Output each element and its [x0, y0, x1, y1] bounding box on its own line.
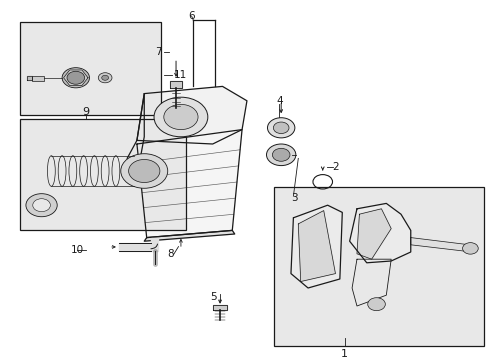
Polygon shape [137, 86, 246, 144]
Circle shape [62, 68, 89, 88]
Circle shape [33, 199, 50, 212]
Circle shape [67, 71, 84, 84]
Polygon shape [27, 76, 32, 80]
Circle shape [128, 159, 160, 183]
Circle shape [462, 243, 477, 254]
Polygon shape [170, 81, 182, 88]
Polygon shape [410, 238, 471, 252]
Bar [20, 22, 161, 115]
Circle shape [121, 154, 167, 188]
Text: 6: 6 [188, 11, 195, 21]
Bar [273, 187, 483, 346]
Circle shape [98, 73, 112, 83]
Circle shape [367, 298, 385, 311]
Polygon shape [298, 211, 335, 282]
Text: 8: 8 [167, 249, 174, 259]
Polygon shape [63, 70, 88, 86]
Text: 2: 2 [332, 162, 339, 172]
Polygon shape [212, 305, 227, 310]
Circle shape [272, 148, 289, 161]
Text: 1: 1 [341, 348, 347, 359]
Circle shape [266, 144, 295, 166]
Circle shape [102, 75, 108, 80]
Polygon shape [351, 259, 390, 306]
Circle shape [154, 97, 207, 137]
Polygon shape [119, 238, 158, 251]
Text: 9: 9 [82, 107, 89, 117]
Polygon shape [137, 130, 242, 238]
Text: 3: 3 [290, 193, 297, 203]
Text: 10: 10 [71, 245, 84, 255]
Polygon shape [356, 209, 390, 259]
Circle shape [267, 118, 294, 138]
Bar [32, 76, 44, 81]
Text: 7: 7 [155, 47, 162, 57]
Circle shape [163, 104, 198, 130]
Polygon shape [127, 94, 144, 176]
Bar [20, 119, 185, 230]
Text: 4: 4 [276, 96, 283, 106]
Circle shape [26, 194, 57, 217]
Polygon shape [144, 230, 234, 241]
Polygon shape [290, 205, 342, 288]
Polygon shape [349, 203, 410, 263]
Circle shape [273, 122, 288, 134]
Text: 11: 11 [173, 69, 186, 80]
Text: 5: 5 [210, 292, 217, 302]
